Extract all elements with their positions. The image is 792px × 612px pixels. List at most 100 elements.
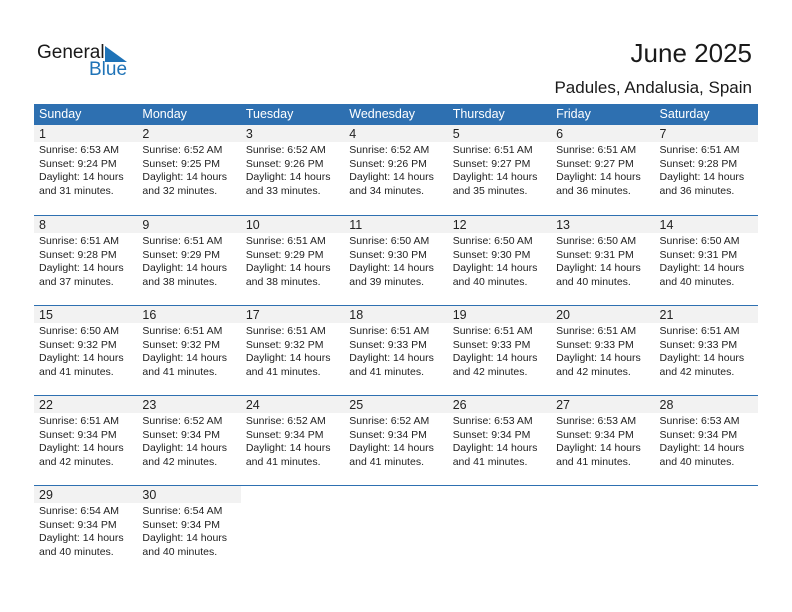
empty-day-cell <box>655 486 758 575</box>
logo-text-general: General <box>37 42 105 63</box>
sunrise-text: Sunrise: 6:51 AM <box>452 325 533 337</box>
sunset-text: Sunset: 9:28 PM <box>39 248 117 261</box>
minutes-text: and 42 minutes. <box>556 365 631 378</box>
sunrise-text: Sunrise: 6:51 AM <box>142 235 223 247</box>
day-cell: 18 Sunrise: 6:51 AM Sunset: 9:33 PM Dayligh… <box>344 306 448 395</box>
sunset-text: Sunset: 9:34 PM <box>245 428 324 441</box>
sunrise-text: Sunrise: 6:51 AM <box>142 325 223 337</box>
day-cell: 19 Sunrise: 6:51 AM Sunset: 9:33 PM Dayligh… <box>447 306 552 395</box>
day-number: 9 <box>137 216 241 233</box>
day-number: 6 <box>551 125 655 142</box>
sunset-text: Sunset: 9:26 PM <box>245 157 324 170</box>
page-title: June 2025 <box>630 38 752 68</box>
minutes-text: and 41 minutes. <box>452 455 528 468</box>
sunset-text: Sunset: 9:29 PM <box>245 248 324 261</box>
daylight-text: Daylight: 14 hours <box>659 262 745 274</box>
day-number: 27 <box>551 396 655 413</box>
daylight-text: Daylight: 14 hours <box>452 262 538 274</box>
day-number: 24 <box>240 396 345 413</box>
minutes-text: and 32 minutes. <box>142 184 218 197</box>
day-number: 1 <box>34 125 138 142</box>
sunrise-text: Sunrise: 6:52 AM <box>245 415 326 427</box>
sunrise-text: Sunrise: 6:51 AM <box>659 325 740 337</box>
daylight-text: Daylight: 14 hours <box>142 532 228 544</box>
sunrise-text: Sunrise: 6:51 AM <box>556 144 637 156</box>
daylight-text: Daylight: 14 hours <box>349 262 434 274</box>
day-cell: 11 Sunrise: 6:50 AM Sunset: 9:30 PM Dayligh… <box>344 216 448 305</box>
day-number: 15 <box>34 306 138 323</box>
daylight-text: Daylight: 14 hours <box>556 171 641 183</box>
minutes-text: and 36 minutes. <box>556 184 631 197</box>
sunrise-text: Sunrise: 6:52 AM <box>349 415 430 427</box>
sunset-text: Sunset: 9:25 PM <box>142 157 221 170</box>
sunset-text: Sunset: 9:26 PM <box>349 157 427 170</box>
daylight-text: Daylight: 14 hours <box>142 171 228 183</box>
daylight-text: Daylight: 14 hours <box>452 171 538 183</box>
sunset-text: Sunset: 9:24 PM <box>39 157 117 170</box>
sunrise-text: Sunrise: 6:50 AM <box>452 235 533 247</box>
minutes-text: and 31 minutes. <box>39 184 114 197</box>
minutes-text: and 36 minutes. <box>659 184 735 197</box>
minutes-text: and 40 minutes. <box>39 545 114 558</box>
sunrise-text: Sunrise: 6:51 AM <box>659 144 740 156</box>
day-cell: 17 Sunrise: 6:51 AM Sunset: 9:32 PM Dayligh… <box>240 306 345 395</box>
day-cell: 2 Sunrise: 6:52 AM Sunset: 9:25 PM Daylight… <box>137 125 241 215</box>
minutes-text: and 41 minutes. <box>349 455 424 468</box>
sunrise-text: Sunrise: 6:54 AM <box>142 505 223 517</box>
logo: General Blue <box>37 42 137 82</box>
minutes-text: and 33 minutes. <box>245 184 321 197</box>
sunset-text: Sunset: 9:34 PM <box>142 518 221 531</box>
sunset-text: Sunset: 9:34 PM <box>659 428 738 441</box>
empty-day-cell <box>344 486 447 575</box>
weekday-thursday: Thursday <box>452 107 505 121</box>
sunrise-text: Sunrise: 6:53 AM <box>39 144 119 156</box>
day-number: 25 <box>344 396 448 413</box>
sunrise-text: Sunrise: 6:53 AM <box>659 415 740 427</box>
daylight-text: Daylight: 14 hours <box>142 352 228 364</box>
day-number: 20 <box>551 306 655 323</box>
day-number: 14 <box>654 216 758 233</box>
minutes-text: and 37 minutes. <box>39 275 114 288</box>
daylight-text: Daylight: 14 hours <box>245 352 331 364</box>
minutes-text: and 40 minutes. <box>556 275 631 288</box>
day-cell: 24 Sunrise: 6:52 AM Sunset: 9:34 PM Dayligh… <box>240 396 345 485</box>
sunrise-text: Sunrise: 6:50 AM <box>556 235 637 247</box>
daylight-text: Daylight: 14 hours <box>245 442 331 454</box>
minutes-text: and 35 minutes. <box>452 184 528 197</box>
day-number: 30 <box>137 486 241 503</box>
minutes-text: and 41 minutes. <box>39 365 114 378</box>
day-cell: 21 Sunrise: 6:51 AM Sunset: 9:33 PM Dayligh… <box>654 306 758 395</box>
daylight-text: Daylight: 14 hours <box>349 171 434 183</box>
day-number: 28 <box>654 396 758 413</box>
empty-day-cell <box>551 486 654 575</box>
day-number: 10 <box>240 216 345 233</box>
sunrise-text: Sunrise: 6:51 AM <box>245 235 326 247</box>
sunset-text: Sunset: 9:34 PM <box>349 428 427 441</box>
daylight-text: Daylight: 14 hours <box>556 262 641 274</box>
day-number: 13 <box>551 216 655 233</box>
day-number: 12 <box>447 216 552 233</box>
sunrise-text: Sunrise: 6:52 AM <box>349 144 430 156</box>
minutes-text: and 41 minutes. <box>556 455 631 468</box>
day-number: 5 <box>447 125 552 142</box>
day-cell: 8 Sunrise: 6:51 AM Sunset: 9:28 PM Daylight… <box>34 216 138 305</box>
day-number: 11 <box>344 216 448 233</box>
day-number: 19 <box>447 306 552 323</box>
day-number: 16 <box>137 306 241 323</box>
sunset-text: Sunset: 9:34 PM <box>39 428 117 441</box>
weekday-header: Sunday Monday Tuesday Wednesday Thursday… <box>34 104 758 125</box>
day-number: 2 <box>137 125 241 142</box>
weekday-monday: Monday <box>142 107 187 121</box>
minutes-text: and 34 minutes. <box>349 184 424 197</box>
sunset-text: Sunset: 9:34 PM <box>142 428 221 441</box>
day-cell: 20 Sunrise: 6:51 AM Sunset: 9:33 PM Dayligh… <box>551 306 655 395</box>
minutes-text: and 39 minutes. <box>349 275 424 288</box>
sunset-text: Sunset: 9:30 PM <box>452 248 531 261</box>
day-cell: 29 Sunrise: 6:54 AM Sunset: 9:34 PM Dayligh… <box>34 486 138 575</box>
sunrise-text: Sunrise: 6:52 AM <box>245 144 326 156</box>
empty-day-cell <box>448 486 551 575</box>
sunset-text: Sunset: 9:34 PM <box>556 428 634 441</box>
minutes-text: and 40 minutes. <box>452 275 528 288</box>
sunrise-text: Sunrise: 6:52 AM <box>142 415 223 427</box>
day-cell: 22 Sunrise: 6:51 AM Sunset: 9:34 PM Dayligh… <box>34 396 138 485</box>
